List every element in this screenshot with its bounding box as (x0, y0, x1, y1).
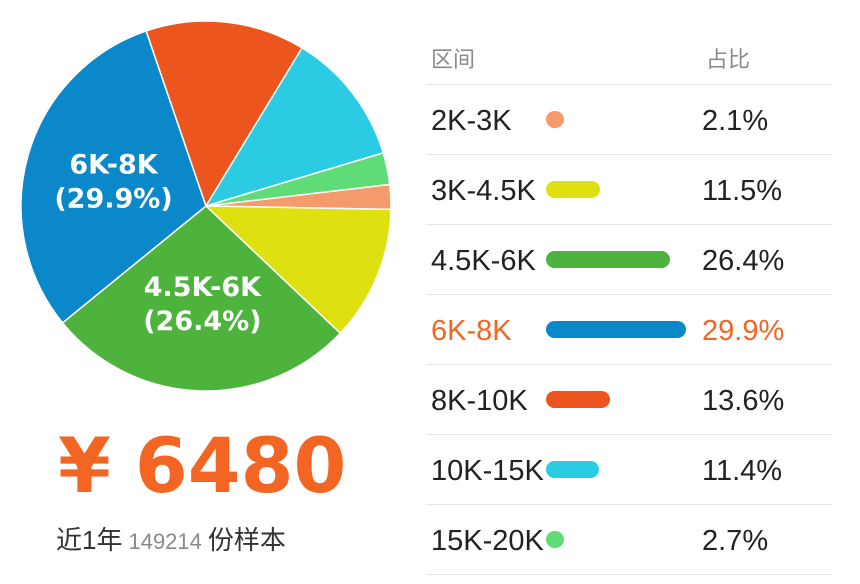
ratio-bar (546, 321, 686, 338)
distribution-table: 区间 占比 2K-3K 2.1% 3K-4.5K 11.5% 4.5K-6K 26.4… (426, 40, 832, 575)
ratio-value: 29.9% (702, 315, 785, 347)
ratio-bar (546, 111, 564, 128)
sample-suffix: 份样本 (207, 525, 286, 555)
range-label: 2K-3K (431, 105, 512, 137)
pie-slice-3K-4.5K[interactable] (204, 205, 392, 335)
table-row[interactable]: 6K-8K 29.9% (426, 295, 832, 365)
table-row[interactable]: 2K-3K 2.1% (426, 85, 832, 155)
range-label: 3K-4.5K (431, 175, 536, 207)
ratio-bar (546, 461, 600, 478)
salary-value: 6480 (134, 421, 347, 510)
ratio-value: 11.5% (702, 175, 783, 207)
header-range: 区间 (431, 47, 476, 72)
period-label: 近1年 (56, 525, 123, 555)
table-row[interactable]: 4.5K-6K 26.4% (426, 225, 832, 295)
ratio-value: 13.6% (702, 385, 785, 417)
ratio-bar (546, 531, 564, 548)
sample-info: 近1年 149214 份样本 (56, 520, 286, 557)
ratio-value: 11.4% (702, 455, 783, 487)
range-label: 15K-20K (431, 525, 544, 557)
pie-slice-8K-10K[interactable] (145, 20, 304, 208)
table-header: 区间 占比 (426, 40, 832, 85)
ratio-bar (546, 181, 600, 198)
average-salary: ¥6480 (58, 428, 388, 504)
pie-slice-6K-8K[interactable] (20, 29, 207, 324)
ratio-bar (546, 251, 670, 268)
range-label: 6K-8K (431, 315, 512, 347)
pie-label-4.5K-6K: 4.5K-6K (26.4%) (143, 272, 262, 337)
ratio-value: 2.1% (702, 105, 769, 137)
range-label: 10K-15K (431, 455, 544, 487)
table-row[interactable]: 8K-10K 13.6% (426, 365, 832, 435)
pie-slice-4.5K-6K[interactable] (61, 205, 342, 392)
pie-slice-15K-20K[interactable] (205, 152, 391, 207)
table-row[interactable]: 10K-15K 11.4% (426, 435, 832, 505)
sample-count: 149214 (128, 529, 202, 554)
range-label: 4.5K-6K (431, 245, 536, 277)
ratio-value: 2.7% (702, 525, 769, 557)
salary-pie-chart: 4.5K-6K (26.4%) 6K-8K (29.9%) (20, 20, 392, 392)
pie-slice-10K-15K[interactable] (204, 46, 385, 208)
range-label: 8K-10K (431, 385, 528, 417)
pie-label-6K-8K: 6K-8K (29.9%) (54, 150, 172, 215)
table-row[interactable]: 3K-4.5K 11.5% (426, 155, 832, 225)
currency-symbol: ¥ (58, 421, 111, 510)
ratio-value: 26.4% (702, 245, 785, 277)
table-row[interactable]: 15K-20K 2.7% (426, 505, 832, 575)
ratio-bar (546, 391, 610, 408)
header-ratio: 占比 (706, 47, 751, 72)
